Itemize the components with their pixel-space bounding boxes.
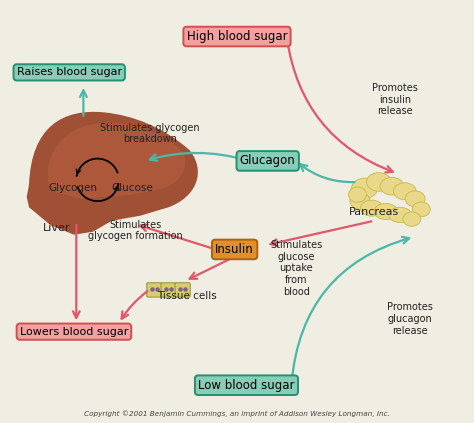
Ellipse shape <box>360 200 383 216</box>
FancyBboxPatch shape <box>161 283 176 297</box>
PathPatch shape <box>48 123 185 199</box>
Text: Tissue cells: Tissue cells <box>157 291 217 301</box>
Text: Stimulates
glycogen formation: Stimulates glycogen formation <box>88 220 183 241</box>
FancyBboxPatch shape <box>147 283 162 297</box>
Text: Insulin: Insulin <box>215 243 254 256</box>
Text: Raises blood sugar: Raises blood sugar <box>17 67 122 77</box>
Text: High blood sugar: High blood sugar <box>187 30 287 43</box>
Ellipse shape <box>389 207 411 222</box>
Ellipse shape <box>350 192 370 209</box>
Text: Promotes
insulin
release: Promotes insulin release <box>373 83 418 116</box>
Ellipse shape <box>366 173 391 191</box>
Text: Promotes
glucagon
release: Promotes glucagon release <box>387 302 432 335</box>
Text: Glucagon: Glucagon <box>240 154 296 168</box>
Ellipse shape <box>393 183 416 200</box>
Ellipse shape <box>405 191 425 207</box>
Text: Glycogen: Glycogen <box>48 183 97 193</box>
FancyBboxPatch shape <box>175 283 190 297</box>
Ellipse shape <box>352 178 378 198</box>
Ellipse shape <box>380 177 404 195</box>
Text: Liver: Liver <box>43 223 71 233</box>
Ellipse shape <box>374 203 398 220</box>
PathPatch shape <box>27 112 198 235</box>
Text: Glucose: Glucose <box>112 183 154 193</box>
Text: Low blood sugar: Low blood sugar <box>198 379 295 392</box>
Ellipse shape <box>412 202 430 217</box>
Text: Pancreas: Pancreas <box>349 206 399 217</box>
Text: Stimulates
glucose
uptake
from
blood: Stimulates glucose uptake from blood <box>270 240 322 297</box>
Ellipse shape <box>403 212 421 226</box>
Text: Lowers blood sugar: Lowers blood sugar <box>20 327 128 337</box>
Text: Copyright ©2001 Benjamin Cummings, an imprint of Addison Wesley Longman, Inc.: Copyright ©2001 Benjamin Cummings, an im… <box>84 411 390 417</box>
Ellipse shape <box>348 187 366 202</box>
Text: Stimulates glycogen
breakdown: Stimulates glycogen breakdown <box>100 123 200 144</box>
